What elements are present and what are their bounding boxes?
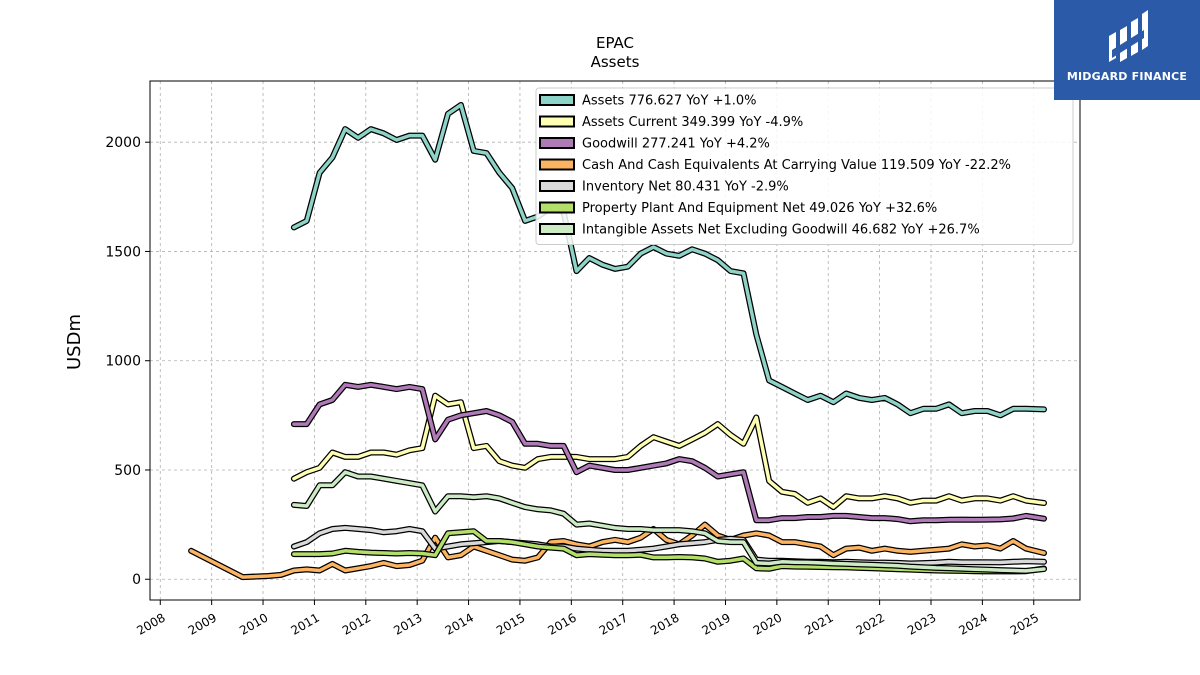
legend-box [535, 87, 1074, 245]
chart-subtitle: Assets [591, 53, 640, 71]
legend-entry-assets: Assets 776.627 YoY +1.0% [582, 94, 757, 109]
legend-entry-property-plant-and-equipment-net: Property Plant And Equipment Net 49.026 … [582, 201, 937, 216]
x-tick-label: 2011 [288, 610, 321, 637]
x-tick-label: 2015 [494, 610, 527, 637]
y-tick-label: 0 [132, 572, 141, 588]
series-line-cash-and-cash-equivalents-at-carrying-value [189, 522, 1046, 579]
series-line-intangible-assets-net-excluding-goodwill [292, 470, 1046, 573]
series-line-assets-current [292, 393, 1046, 509]
legend-entry-cash-and-cash-equivalents-at-carrying-value: Cash And Cash Equivalents At Carrying Va… [582, 158, 1011, 173]
y-tick-label: 1500 [105, 244, 141, 260]
legend: Assets 776.627 YoY +1.0% Assets Current 3… [535, 87, 1074, 245]
x-tick-label: 2023 [905, 610, 938, 637]
legend-entry-intangible-assets-net-excluding-goodwill: Intangible Assets Net Excluding Goodwill… [582, 223, 980, 238]
x-tick-label: 2021 [802, 610, 835, 637]
brand-logo: MIDGARD FINANCE [1054, 0, 1200, 100]
x-tick-label: 2022 [854, 610, 887, 637]
legend-swatch-cash-and-cash-equivalents-at-carrying-value [539, 158, 575, 171]
brand-mark-icon [1109, 10, 1148, 62]
y-axis-label: USDm [64, 314, 85, 370]
x-tick-label: 2019 [700, 610, 733, 637]
series-line-inventory-net [292, 526, 1046, 566]
legend-swatch-property-plant-and-equipment-net [539, 201, 575, 214]
series-lines [188, 102, 1047, 581]
legend-swatch-intangible-assets-net-excluding-goodwill [539, 223, 575, 235]
series-line-goodwill [292, 383, 1046, 524]
x-tick-label: 2014 [443, 610, 476, 637]
x-tick-label: 2017 [597, 610, 630, 637]
x-tick-label: 2024 [956, 610, 989, 637]
y-tick-label: 2000 [105, 135, 141, 151]
x-tick-label: 2020 [751, 610, 784, 637]
series-line-assets [292, 103, 1046, 418]
plot-frame [149, 80, 1081, 601]
x-tick-label: 2008 [134, 610, 167, 637]
x-tick-label: 2018 [648, 610, 681, 637]
x-tick-label: 2012 [340, 610, 373, 637]
x-tick-label: 2025 [1008, 610, 1041, 637]
x-tick-label: 2016 [545, 610, 578, 637]
legend-swatch-goodwill [539, 137, 575, 149]
y-tick-label: 1000 [105, 354, 141, 370]
legend-entry-assets-current: Assets Current 349.399 YoY -4.9% [582, 115, 803, 130]
legend-swatch-assets [539, 94, 575, 106]
x-tick-label: 2013 [391, 610, 424, 637]
legend-swatch-inventory-net [539, 180, 575, 192]
x-tick-label: 2010 [237, 610, 270, 637]
legend-entry-inventory-net: Inventory Net 80.431 YoY -2.9% [582, 180, 789, 195]
y-tick-label: 500 [114, 463, 141, 479]
x-tick-label: 2009 [186, 610, 219, 637]
legend-entry-goodwill: Goodwill 277.241 YoY +4.2% [582, 137, 770, 152]
brand-name: MIDGARD FINANCE [1066, 70, 1188, 83]
legend-swatch-assets-current [539, 115, 575, 128]
chart-title: EPAC [596, 34, 634, 52]
